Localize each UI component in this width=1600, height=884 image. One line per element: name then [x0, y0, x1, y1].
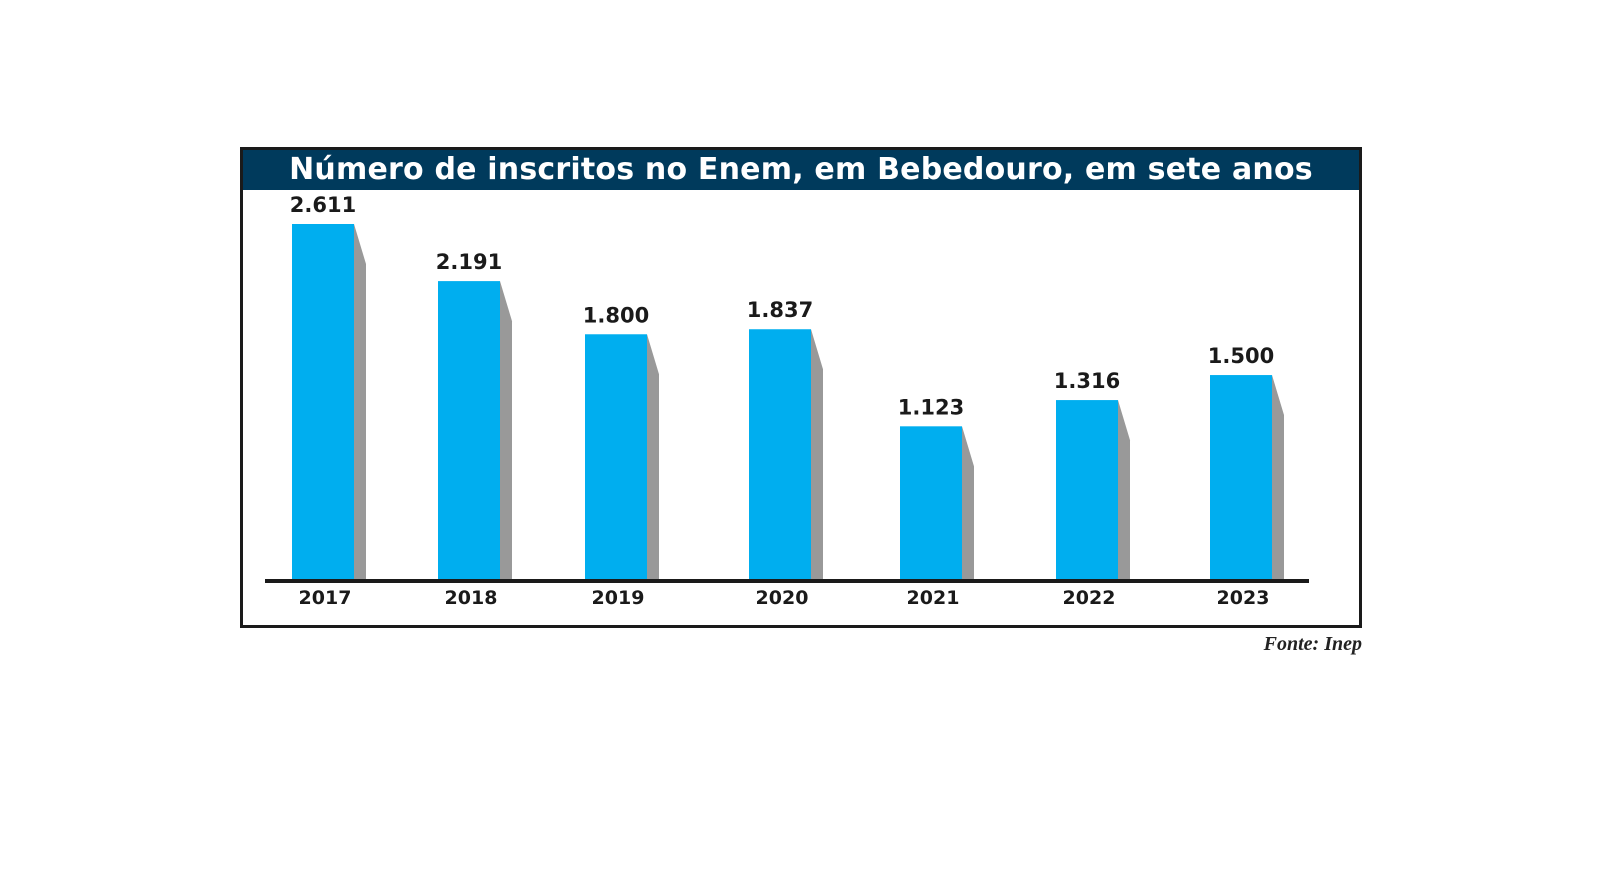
x-tick-2023: 2023	[1217, 587, 1270, 609]
bar-shadow-2017	[354, 224, 366, 579]
value-label-2023: 1.500	[1208, 344, 1274, 368]
x-tick-2017: 2017	[299, 587, 352, 609]
bar-shadow-2020	[811, 329, 823, 579]
value-label-2020: 1.837	[747, 298, 813, 322]
value-label-2018: 2.191	[436, 250, 502, 274]
value-label-2022: 1.316	[1054, 369, 1120, 393]
bar-2017	[292, 224, 354, 579]
bar-2023	[1210, 375, 1272, 579]
value-label-2019: 1.800	[583, 303, 649, 327]
bar-shadow-2021	[962, 426, 974, 579]
chart-plot: 2.611 2017 2.191 2018 1.800 2019 1.837 2020 1.12…	[265, 193, 1309, 609]
bar-2022	[1056, 400, 1118, 579]
bar-2018	[438, 281, 500, 579]
bar-shadow-2018	[500, 281, 512, 579]
x-tick-2022: 2022	[1063, 587, 1116, 609]
bar-shadow-2019	[647, 334, 659, 579]
value-label-2017: 2.611	[290, 193, 356, 217]
value-label-2021: 1.123	[898, 395, 964, 419]
bar-2020	[749, 329, 811, 579]
bar-2021	[900, 426, 962, 579]
x-tick-2021: 2021	[907, 587, 960, 609]
x-axis-line	[265, 579, 1309, 583]
bar-shadow-2023	[1272, 375, 1284, 579]
x-tick-2018: 2018	[445, 587, 498, 609]
bar-shadow-2022	[1118, 400, 1130, 579]
x-tick-2019: 2019	[592, 587, 645, 609]
chart-frame: Número de inscritos no Enem, em Bebedour…	[240, 147, 1362, 628]
bar-2019	[585, 334, 647, 579]
source-note: Fonte: Inep	[1263, 633, 1362, 655]
x-tick-2020: 2020	[756, 587, 809, 609]
chart-title: Número de inscritos no Enem, em Bebedour…	[243, 150, 1359, 190]
